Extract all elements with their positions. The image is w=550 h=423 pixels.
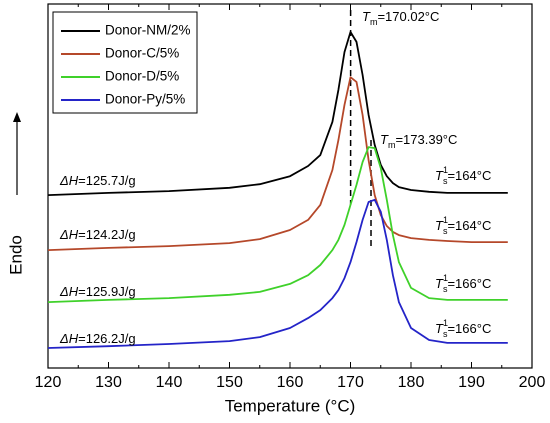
- enthalpy-label-symbol: ΔH: [59, 331, 79, 346]
- onset-label-symbol: T: [435, 168, 444, 183]
- enthalpy-label: ΔH=125.9J/g: [59, 284, 136, 299]
- x-tick-label: 200: [519, 374, 546, 391]
- legend-label: Donor-D/5%: [105, 69, 179, 84]
- onset-label-sup: 1: [443, 318, 448, 328]
- enthalpy-label-text: =124.2J/g: [78, 227, 135, 242]
- onset-label-sup: 1: [443, 215, 448, 225]
- tm-label: Tm=173.39°C: [380, 132, 457, 150]
- onset-label-symbol: T: [435, 321, 444, 336]
- tm-label-sub: m: [370, 17, 378, 27]
- tm-label: Tm=170.02°C: [362, 9, 439, 27]
- onset-label-sub: s: [443, 176, 448, 186]
- x-tick-label: 180: [398, 374, 425, 391]
- tm-label-symbol: T: [362, 9, 371, 24]
- onset-label: T1 s=164°C: [435, 165, 491, 186]
- enthalpy-label-text: =125.7J/g: [78, 173, 135, 188]
- x-axis-title: Temperature (°C): [225, 396, 356, 415]
- onset-label: T1 s=166°C: [435, 318, 491, 339]
- series-line: [47, 146, 508, 303]
- legend-label: Donor-NM/2%: [105, 23, 191, 38]
- series-line: [47, 198, 508, 349]
- legend-label: Donor-C/5%: [105, 46, 179, 61]
- x-tick-label: 160: [277, 374, 304, 391]
- onset-label-symbol: T: [435, 276, 444, 291]
- y-axis-title: Endo: [6, 235, 25, 275]
- onset-label-text: =166°C: [447, 276, 491, 291]
- series-line: [47, 31, 508, 196]
- x-tick-label: 190: [458, 374, 485, 391]
- x-tick-label: 170: [337, 374, 364, 391]
- legend-label: Donor-Py/5%: [105, 92, 185, 107]
- enthalpy-label-symbol: ΔH: [59, 227, 79, 242]
- onset-label-sub: s: [443, 226, 448, 236]
- onset-label: T1 s=164°C: [435, 215, 491, 236]
- onset-label-sup: 1: [443, 165, 448, 175]
- enthalpy-label: ΔH=124.2J/g: [59, 227, 136, 242]
- enthalpy-label-text: =125.9J/g: [78, 284, 135, 299]
- enthalpy-label: ΔH=126.2J/g: [59, 331, 136, 346]
- x-tick-label: 120: [35, 374, 62, 391]
- onset-label: T1 s=166°C: [435, 273, 491, 294]
- onset-label-text: =166°C: [447, 321, 491, 336]
- onset-label-symbol: T: [435, 218, 444, 233]
- tm-label-text: =170.02°C: [377, 9, 439, 24]
- enthalpy-label: ΔH=125.7J/g: [59, 173, 136, 188]
- enthalpy-label-symbol: ΔH: [59, 173, 79, 188]
- tm-label-symbol: T: [380, 132, 389, 147]
- enthalpy-label-symbol: ΔH: [59, 284, 79, 299]
- tm-label-text: =173.39°C: [395, 132, 457, 147]
- x-tick-label: 140: [156, 374, 183, 391]
- onset-label-text: =164°C: [447, 168, 491, 183]
- enthalpy-label-text: =126.2J/g: [78, 331, 135, 346]
- onset-label-text: =164°C: [447, 218, 491, 233]
- series-line: [47, 76, 508, 251]
- tm-label-sub: m: [388, 140, 396, 150]
- onset-label-sub: s: [443, 284, 448, 294]
- legend-box: [52, 11, 198, 114]
- onset-label-sub: s: [443, 329, 448, 339]
- onset-label-sup: 1: [443, 273, 448, 283]
- x-tick-label: 130: [95, 374, 122, 391]
- x-tick-label: 150: [216, 374, 243, 391]
- endo-arrow-head: [13, 112, 21, 122]
